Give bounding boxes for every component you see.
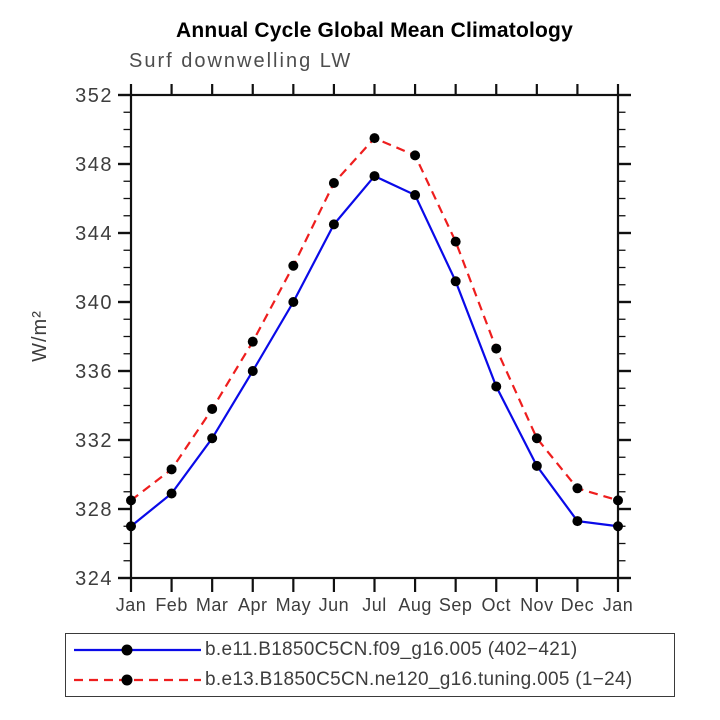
legend-label-series-2: b.e13.B1850C5CN.ne120_g16.tuning.005 (1−… [205, 669, 633, 690]
data-point [572, 483, 583, 494]
y-tick-label: 352 [75, 85, 113, 107]
legend-item-series-1: b.e11.B1850C5CN.f09_g16.005 (402−421) [71, 635, 674, 665]
data-point [531, 460, 542, 471]
y-tick-label: 348 [75, 154, 113, 176]
legend-line-sample-solid [74, 644, 201, 656]
data-point [491, 381, 502, 392]
chart-subtitle: Surf downwelling LW [129, 50, 353, 72]
data-point [126, 521, 136, 532]
x-tick-label: Jul [362, 595, 387, 615]
plot-area: W/m² 324 328 332 336 340 344 348 352 Jan Feb Mar Ap… [29, 84, 634, 615]
x-tick-label: Jun [319, 595, 350, 615]
x-tick-label: May [276, 595, 312, 615]
data-point [410, 190, 421, 201]
x-tick-label: Apr [238, 595, 268, 615]
x-tick-label: Aug [398, 595, 432, 615]
chart-title: Annual Cycle Global Mean Climatology [176, 19, 573, 42]
data-point [369, 133, 380, 144]
data-point [288, 297, 299, 307]
plot-frame [129, 93, 620, 580]
data-point [207, 403, 218, 414]
x-tick-label: Nov [520, 595, 554, 615]
y-tick-label: 328 [75, 499, 113, 521]
data-point [613, 521, 623, 532]
legend-marker-dot [121, 644, 133, 656]
data-point [207, 433, 218, 444]
x-tick-label: Mar [196, 595, 229, 615]
y-tick-label: 336 [75, 361, 113, 383]
x-tick-label: Dec [561, 595, 595, 615]
legend-marker-dot [121, 674, 133, 686]
legend: b.e11.B1850C5CN.f09_g16.005 (402−421) b.… [65, 633, 675, 697]
data-point [288, 260, 299, 271]
y-tick-label: 340 [75, 292, 113, 314]
legend-line-sample-dashed [74, 674, 201, 686]
x-tick-label: Jan [603, 595, 634, 615]
data-point [613, 495, 623, 506]
data-point [410, 150, 421, 161]
legend-item-series-2: b.e13.B1850C5CN.ne120_g16.tuning.005 (1−… [71, 665, 674, 695]
x-tick-label: Oct [481, 595, 511, 615]
data-point [531, 433, 542, 444]
x-tick-label: Feb [155, 595, 188, 615]
data-point [166, 488, 177, 499]
data-point [450, 236, 461, 247]
y-axis-label: W/m² [29, 310, 51, 362]
data-point [369, 171, 380, 182]
data-point [450, 276, 461, 287]
y-tick-label: 324 [75, 568, 113, 590]
legend-label-series-1: b.e11.B1850C5CN.f09_g16.005 (402−421) [205, 639, 578, 660]
data-point [328, 177, 339, 188]
data-point [491, 343, 502, 354]
series-line-2 [130, 136, 619, 502]
data-point [247, 366, 258, 376]
data-point [247, 336, 258, 347]
data-point [126, 495, 136, 506]
data-point [572, 516, 583, 527]
x-tick-label: Jan [116, 595, 147, 615]
x-tick-label: Sep [439, 595, 473, 615]
y-tick-label: 344 [75, 223, 113, 245]
y-tick-label: 332 [75, 430, 113, 452]
series-line-1 [130, 174, 619, 528]
data-point [328, 219, 339, 230]
data-point [166, 464, 177, 475]
